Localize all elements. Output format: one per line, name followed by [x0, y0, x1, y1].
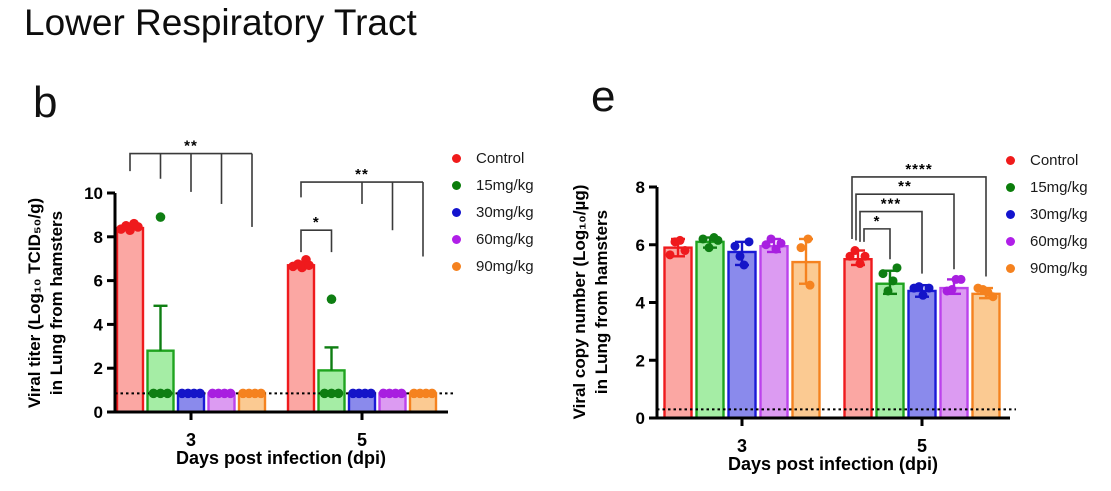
- legend-label: 15mg/kg: [1030, 179, 1088, 196]
- y-axis-title-line2: in Lung from hamsters: [47, 211, 66, 395]
- figure-title: Lower Respiratory Tract: [24, 2, 417, 43]
- legend-dot-30mgkg-icon: [452, 208, 461, 217]
- legend-dot-30mgkg-icon: [1006, 210, 1015, 219]
- legend-dot-60mgkg-icon: [452, 235, 461, 244]
- legend-item-90mgkg: 90mg/kg: [452, 253, 534, 280]
- axes: 0 2 4 6 8 3 5: [636, 178, 1010, 456]
- x-axis-title: Days post infection (dpi): [728, 454, 938, 474]
- legend-item-90mgkg: 90mg/kg: [1006, 255, 1088, 282]
- significance-bracket: [300, 181, 424, 257]
- y-axis-title-line2: in Lung from hamsters: [592, 210, 611, 394]
- bars-group: [663, 240, 1001, 420]
- svg-text:2: 2: [636, 351, 645, 370]
- bar-15mg/kg-day3: [146, 349, 175, 414]
- legend-item-15mgkg: 15mg/kg: [1006, 174, 1088, 201]
- significance-label: **: [355, 166, 369, 183]
- svg-text:2: 2: [94, 359, 103, 378]
- significance-bracket: [859, 210, 923, 274]
- legend-item-control: Control: [452, 145, 534, 172]
- y-axis-title-line1: Viral titer (Log₁₀ TCID₅₀/g): [25, 198, 44, 408]
- legend-label: 30mg/kg: [476, 204, 534, 221]
- panel-b: b 0 2 4 6 8 10 3 5 Days post infection (dpi) Vira…: [0, 75, 560, 491]
- bar-15mg/kg-day5: [875, 282, 905, 420]
- legend-item-15mgkg: 15mg/kg: [452, 172, 534, 199]
- bar-Control-day3: [663, 246, 693, 420]
- legend-label: 60mg/kg: [476, 231, 534, 248]
- svg-text:3: 3: [186, 430, 196, 450]
- significance-label: **: [184, 138, 198, 155]
- significance-bracket: [863, 228, 891, 260]
- svg-text:6: 6: [94, 272, 103, 291]
- y-axis-title-line1: Viral copy number (Log₁₀/µg): [570, 185, 589, 420]
- legend-label: Control: [476, 150, 525, 167]
- svg-text:6: 6: [636, 236, 645, 255]
- bar-15mg/kg-day3: [695, 240, 725, 420]
- legend-item-30mgkg: 30mg/kg: [1006, 201, 1088, 228]
- legend-b: Control 15mg/kg 30mg/kg 60mg/kg 90mg/kg: [452, 145, 534, 280]
- svg-text:8: 8: [94, 228, 103, 247]
- legend-dot-90mgkg-icon: [1006, 264, 1015, 273]
- svg-text:5: 5: [917, 436, 927, 456]
- svg-text:3: 3: [737, 436, 747, 456]
- svg-text:5: 5: [357, 430, 367, 450]
- legend-dot-control-icon: [452, 154, 461, 163]
- legend-e: Control 15mg/kg 30mg/kg 60mg/kg 90mg/kg: [1006, 147, 1088, 282]
- legend-item-60mgkg: 60mg/kg: [1006, 228, 1088, 255]
- bar-Control-day5: [843, 257, 873, 420]
- bar-90mg/kg-day5: [971, 292, 1001, 420]
- svg-text:4: 4: [636, 294, 646, 313]
- legend-label: 30mg/kg: [1030, 206, 1088, 223]
- significance-bracket: [129, 152, 253, 227]
- significance-label: *: [313, 214, 320, 231]
- legend-dot-60mgkg-icon: [1006, 237, 1015, 246]
- legend-item-30mgkg: 30mg/kg: [452, 199, 534, 226]
- svg-text:8: 8: [636, 178, 645, 197]
- legend-label: Control: [1030, 152, 1079, 169]
- bar-60mg/kg-day5: [939, 286, 969, 420]
- axes: 0 2 4 6 8 10 3 5: [84, 184, 448, 450]
- svg-text:10: 10: [84, 184, 103, 203]
- bar-Control-day5: [286, 264, 316, 414]
- svg-text:0: 0: [94, 403, 103, 422]
- data-points: [665, 233, 998, 302]
- bar-Control-day3: [115, 226, 145, 414]
- bar-30mg/kg-day5: [907, 289, 937, 420]
- significance-bracket: [300, 229, 333, 253]
- legend-item-60mgkg: 60mg/kg: [452, 226, 534, 253]
- significance-label: ***: [881, 196, 902, 213]
- legend-label: 90mg/kg: [476, 258, 534, 275]
- significance-label: ****: [905, 161, 932, 178]
- significance-label: *: [874, 213, 881, 230]
- legend-dot-control-icon: [1006, 156, 1015, 165]
- significance-bracket: [851, 176, 987, 277]
- svg-text:0: 0: [636, 409, 645, 428]
- legend-item-control: Control: [1006, 147, 1088, 174]
- panel-b-label: b: [33, 78, 58, 127]
- legend-dot-15mgkg-icon: [452, 181, 461, 190]
- panel-e: e 0 2 4 6 8 3 5 Days post infection (dpi) Viral …: [560, 75, 1111, 491]
- significance-label: **: [898, 178, 912, 195]
- significance-bracket: [855, 193, 955, 270]
- legend-dot-90mgkg-icon: [452, 262, 461, 271]
- svg-text:4: 4: [94, 315, 104, 334]
- x-axis-title: Days post infection (dpi): [176, 448, 386, 468]
- bar-60mg/kg-day3: [759, 244, 789, 420]
- bar-30mg/kg-day3: [727, 250, 757, 420]
- error-bars: [153, 304, 339, 371]
- legend-dot-15mgkg-icon: [1006, 183, 1015, 192]
- legend-label: 15mg/kg: [476, 177, 534, 194]
- panel-e-label: e: [591, 72, 616, 121]
- bars-group: [115, 226, 438, 414]
- data-points: [116, 212, 437, 399]
- legend-label: 60mg/kg: [1030, 233, 1088, 250]
- legend-label: 90mg/kg: [1030, 260, 1088, 277]
